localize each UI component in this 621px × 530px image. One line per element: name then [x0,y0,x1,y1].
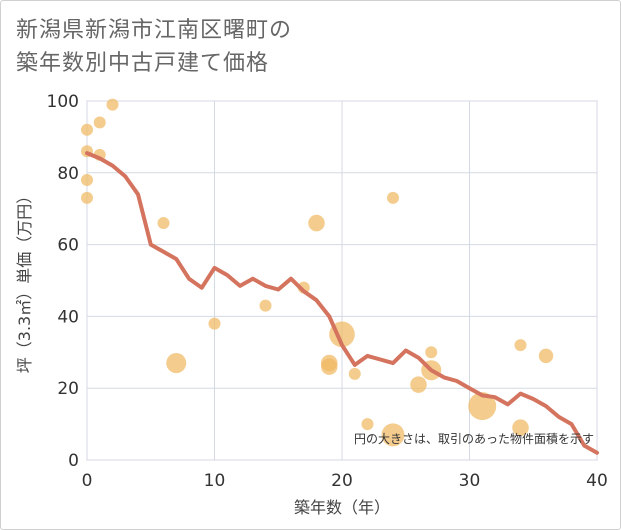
bubble-point [259,299,272,312]
y-tick-labels: 0 20 40 60 80 100 [47,92,79,471]
bubble-point [81,191,93,204]
bubble-point [81,173,93,186]
bubble-series [81,98,554,447]
bubble-point [387,191,399,204]
x-tick-label: 0 [82,471,93,491]
bubble-point [308,214,325,232]
bubble-point [361,418,374,431]
bubble-point [538,348,554,364]
y-tick-label: 80 [57,164,79,184]
x-tick-label: 40 [586,471,608,491]
bubble-point [157,217,170,230]
bubble-point [106,98,119,111]
bubble-point [425,346,438,359]
bubble-point [208,317,221,330]
x-axis-title: 築年数（年） [294,498,390,517]
bubble-point [514,339,527,352]
size-note: 円の大きさは、取引のあった物件面積を示す [354,431,594,446]
bubble-point [468,392,497,421]
x-tick-label: 10 [204,471,226,491]
bubble-point [93,116,106,129]
bubble-point [166,353,187,374]
x-tick-label: 30 [459,471,481,491]
bubble-point [381,423,405,447]
bubble-point [512,419,529,436]
y-axis-title: 坪（3.3㎡）単価（万円） [15,188,34,373]
chart-title-line1: 新潟県新潟市江南区曙町の [16,18,293,43]
y-tick-label: 0 [68,451,79,471]
bubble-point [320,358,338,375]
y-tick-label: 100 [47,92,79,112]
bubble-point [348,367,361,380]
grid-lines [86,100,598,461]
bubble-point [410,376,427,393]
x-tick-labels: 0 10 20 30 40 [82,471,608,491]
y-tick-label: 60 [57,236,79,256]
x-tick-label: 20 [331,471,353,491]
y-tick-label: 20 [57,379,79,399]
chart-title-line2: 築年数別中古戸建て価格 [16,51,270,76]
bubble-point [81,123,93,136]
y-tick-label: 40 [57,307,79,327]
chart-title: 新潟県新潟市江南区曙町の 築年数別中古戸建て価格 [16,14,292,80]
average-price-line [85,151,599,455]
